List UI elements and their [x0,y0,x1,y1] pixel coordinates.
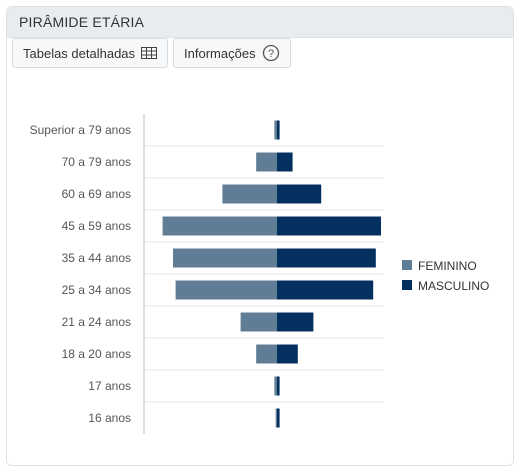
bar-masculino [277,152,293,172]
bar-masculino [277,408,280,428]
bar-feminino [222,184,277,204]
card-header: PIRÂMIDE ETÁRIA [7,7,513,38]
bar-masculino [277,216,381,236]
detailed-tables-label: Tabelas detalhadas [23,45,136,61]
y-tick-label: 16 anos [88,411,131,425]
y-tick-label: 21 a 24 anos [62,315,131,329]
bar-feminino [274,376,277,396]
help-circle-icon: ? [262,44,280,62]
bar-feminino [256,152,277,172]
bar-masculino [277,312,314,332]
bar-feminino [173,248,277,268]
information-label: Informações [184,45,256,61]
card-title: PIRÂMIDE ETÁRIA [19,14,145,30]
table-icon [141,47,158,59]
legend-swatch-feminino [402,260,412,270]
svg-text:?: ? [268,48,274,60]
chart-toolbar: Tabelas detalhadas Informações ? [12,38,291,68]
age-pyramid-card: PIRÂMIDE ETÁRIA [6,6,514,466]
legend-label-feminino: FEMININO [418,259,477,273]
y-tick-label: 35 a 44 anos [62,251,131,265]
information-button[interactable]: Informações ? [173,38,291,68]
bar-feminino [175,280,277,300]
y-tick-label: 45 a 59 anos [62,219,131,233]
legend-swatch-masculino [402,280,412,290]
bar-masculino [277,280,374,300]
bar-feminino [162,216,277,236]
bar-feminino [274,120,277,140]
y-tick-label: 18 a 20 anos [62,347,131,361]
y-tick-label: 25 a 34 anos [62,283,131,297]
bar-masculino [277,184,322,204]
bar-masculino [277,120,280,140]
legend-label-masculino: MASCULINO [418,279,489,293]
y-tick-label: Superior a 79 anos [30,123,131,137]
bar-masculino [277,248,376,268]
bar-feminino [275,408,277,428]
bar-masculino [277,376,280,396]
y-tick-label: 60 a 69 anos [62,187,131,201]
bar-feminino [256,344,277,364]
bar-masculino [277,344,298,364]
detailed-tables-button[interactable]: Tabelas detalhadas [12,38,169,68]
bar-feminino [240,312,277,332]
y-tick-label: 70 a 79 anos [62,155,131,169]
y-tick-label: 17 anos [88,379,131,393]
